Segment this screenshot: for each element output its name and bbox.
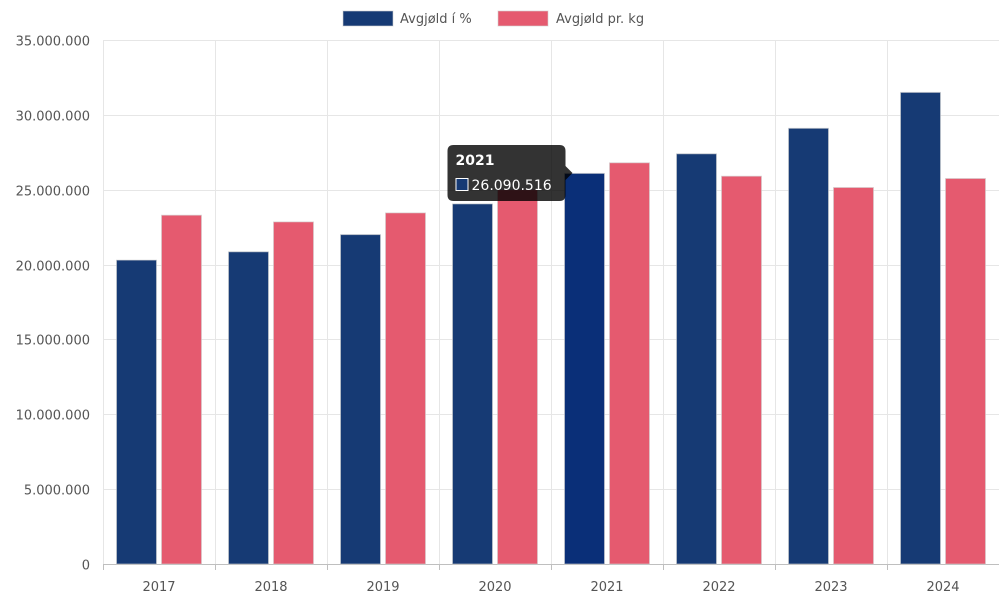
x-tick-label: 2022 (702, 580, 735, 595)
y-tick-label: 5.000.000 (24, 484, 90, 499)
y-tick-label: 20.000.000 (16, 260, 90, 275)
y-tick-label: 30.000.000 (16, 110, 90, 125)
y-tick-label: 15.000.000 (16, 334, 90, 349)
tooltip-title: 2021 (456, 153, 495, 169)
x-tick-label: 2018 (254, 580, 287, 595)
bar-avgjold-pct-2017[interactable] (116, 259, 157, 565)
bar-avgjold-pct-2023[interactable] (788, 127, 829, 565)
bar-avgjold-pct-2020[interactable] (452, 203, 493, 565)
y-tick-label: 0 (82, 559, 90, 574)
y-tick-label: 10.000.000 (16, 409, 90, 424)
tooltip-swatch (455, 178, 469, 191)
bar-avgjold-kg-2018[interactable] (273, 221, 314, 565)
bar-avgjold-pct-2021[interactable] (564, 172, 605, 565)
bar-avgjold-kg-2024[interactable] (945, 178, 986, 565)
x-tick-label: 2021 (590, 580, 623, 595)
legend-label[interactable]: Avgjøld pr. kg (556, 12, 644, 27)
bar-avgjold-kg-2019[interactable] (385, 212, 426, 565)
bar-avgjold-kg-2023[interactable] (833, 187, 874, 565)
tooltip-box (447, 145, 573, 201)
bar-avgjold-pct-2018[interactable] (228, 251, 269, 565)
bar-avgjold-pct-2022[interactable] (676, 153, 717, 565)
bar-avgjold-kg-2020[interactable] (497, 189, 538, 565)
tooltip-value: 26.090.516 (472, 178, 552, 194)
bar-avgjold-pct-2024[interactable] (900, 91, 941, 565)
legend-label[interactable]: Avgjøld í % (400, 12, 472, 27)
x-tick-label: 2019 (366, 580, 399, 595)
legend-swatch[interactable] (497, 10, 549, 27)
legend-swatch[interactable] (342, 10, 394, 27)
x-tick-label: 2017 (142, 580, 175, 595)
bar-avgjold-kg-2022[interactable] (721, 175, 762, 565)
bar-avgjold-kg-2017[interactable] (161, 214, 202, 565)
y-tick-label: 25.000.000 (16, 185, 90, 200)
x-tick-label: 2024 (926, 580, 959, 595)
bar-avgjold-pct-2019[interactable] (340, 234, 381, 565)
bar-avgjold-kg-2021[interactable] (609, 162, 650, 565)
x-tick-label: 2023 (814, 580, 847, 595)
y-tick-label: 35.000.000 (16, 35, 90, 50)
x-tick-label: 2020 (478, 580, 511, 595)
